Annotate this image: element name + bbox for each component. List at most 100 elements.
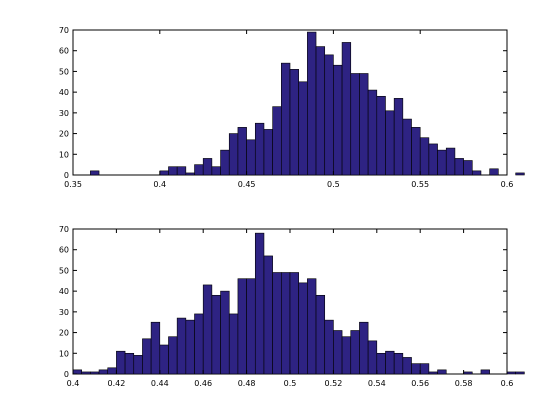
histogram-bar [333,64,343,176]
x-tick-label: 0.5 [327,180,340,189]
histogram-bar [385,110,395,176]
histogram-bar [515,172,525,176]
histogram-top: 0.35 0.4 0.45 0.5 0.55 0.6 0 10 20 30 40 50 60 70 [59,26,525,189]
histogram-bar [307,31,317,176]
histogram-bar [376,352,386,375]
histogram-bar [254,232,265,375]
histogram-bar [437,369,447,375]
histogram-bar [315,294,326,375]
histogram-bar [263,255,273,375]
histogram-bar [211,294,221,375]
histogram-bar [237,127,247,176]
histogram-bar [463,160,473,176]
histogram-bar [185,172,195,176]
x-tick-label: 0.6 [501,379,514,388]
histogram-bar [454,158,464,176]
histogram-bar [194,164,204,176]
x-tick-label: 0.48 [238,379,256,388]
y-tick-label: 40 [59,88,69,97]
histogram-bar [246,278,256,375]
y-tick-label: 70 [59,26,69,35]
x-tick-label: 0.55 [411,180,429,189]
y-tick-label: 0 [64,370,69,379]
histogram-bar [341,42,352,176]
histogram-bar [228,313,239,375]
x-tick-label: 0.45 [238,180,256,189]
x-tick-label: 0.4 [153,180,166,189]
histogram-bar [124,352,135,375]
histogram-bar [211,166,221,176]
histogram-bar [419,363,430,375]
histogram-bar [246,139,256,176]
bar-group [72,232,525,375]
histogram-bar [515,371,525,375]
histogram-bar [463,371,473,375]
histogram-bar [159,344,169,375]
histogram-bar [220,149,230,176]
histogram-bar [281,62,291,176]
histogram-bar [202,284,213,375]
histogram-bar [237,278,247,375]
histogram-bar [393,352,404,375]
histogram-bar [333,330,343,375]
y-tick-label: 50 [59,266,69,275]
histogram-bar [298,81,308,176]
histogram-bar [402,357,412,375]
x-tick-label: 0.46 [194,379,212,388]
histogram-bar [194,313,204,375]
histogram-bar [107,367,117,375]
histogram-bar [385,350,395,375]
histogram-bottom: 0.4 0.42 0.44 0.46 0.48 0.5 0.52 0.54 0.56 0.58 0.… [59,225,525,388]
histogram-bar [159,170,169,176]
histogram-bar [411,127,421,176]
x-tick-label: 0.4 [67,379,80,388]
histogram-bar [489,168,499,176]
histogram-bar [228,133,239,176]
histogram-bar [168,336,178,375]
y-tick-label: 40 [59,287,69,296]
histogram-bar [471,170,482,176]
x-tick-label: 0.52 [324,379,342,388]
histogram-bar [272,106,282,176]
histogram-bar [359,321,369,375]
x-tick-label: 0.44 [151,379,169,388]
x-axis: 0.35 0.4 0.45 0.5 0.55 0.6 [64,30,513,189]
y-tick-label: 60 [59,47,69,56]
histogram-bar [202,158,213,176]
x-axis: 0.4 0.42 0.44 0.46 0.48 0.5 0.52 0.54 0.56 0.58 0.… [67,229,514,388]
histogram-bar [307,278,317,375]
histogram-bar [411,363,421,375]
y-tick-label: 30 [59,109,69,118]
y-tick-label: 10 [59,349,69,358]
histogram-bar [176,166,187,176]
histogram-bar [176,317,187,375]
histogram-bar [506,371,516,375]
x-tick-label: 0.42 [107,379,125,388]
histogram-bar [350,330,360,375]
histogram-bar [220,290,230,375]
histogram-bar [445,147,456,176]
histogram-bar [428,371,438,375]
y-tick-label: 30 [59,308,69,317]
histogram-bar [376,95,386,176]
histogram-bar [98,369,109,375]
histogram-bar [428,143,438,176]
histogram-bar [393,98,404,176]
y-axis: 0 10 20 30 40 50 60 70 [59,26,507,180]
y-tick-label: 20 [59,130,69,139]
histogram-bar [72,369,82,375]
histogram-bar [367,340,378,375]
y-tick-label: 0 [64,171,69,180]
y-axis: 0 10 20 30 40 50 60 70 [59,225,507,379]
histogram-bar [315,46,326,176]
x-tick-label: 0.6 [501,180,514,189]
histogram-bar [116,350,126,375]
histogram-bar [324,319,334,375]
histogram-bar [324,54,334,176]
histogram-bar [90,170,100,176]
histogram-bar [367,89,378,176]
histogram-bar [185,319,195,375]
histogram-bar [289,69,299,176]
histogram-bar [480,369,490,375]
